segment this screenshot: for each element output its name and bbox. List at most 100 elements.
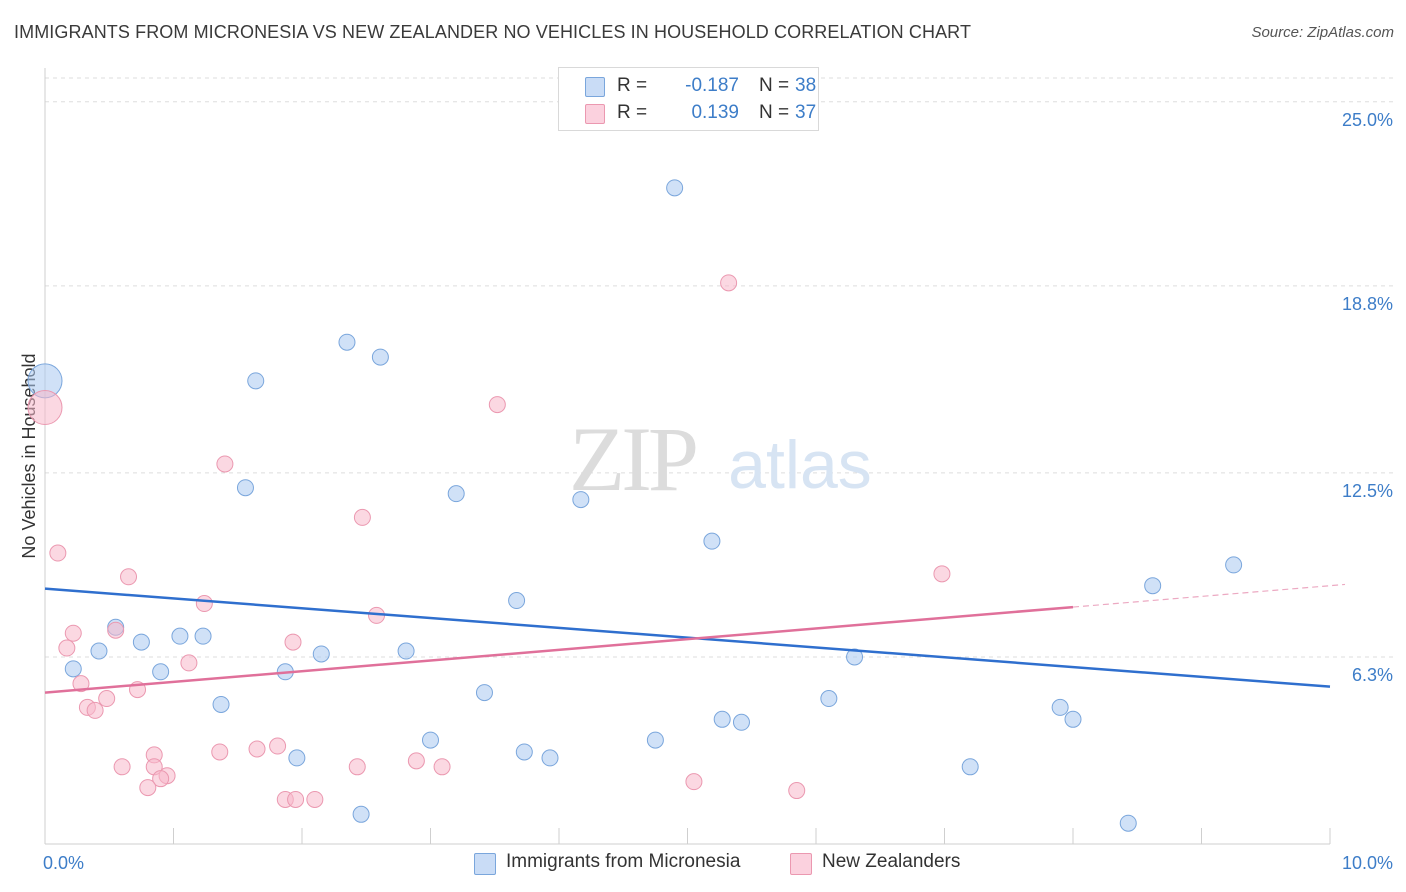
r-label: R = [617,75,648,96]
data-point [64,624,82,642]
axes [44,68,1331,845]
data-point [247,372,265,390]
data-point [933,565,951,583]
x-tick-label: 10.0% [1342,853,1393,873]
r-label: R = [617,102,648,123]
data-point [269,737,287,755]
n-value: 38 [795,75,817,96]
data-point [422,731,439,749]
data-point [288,749,306,767]
watermark: ZIP atlas [569,408,872,510]
data-point [180,654,198,672]
data-point [248,740,266,758]
data-point [27,390,63,426]
gridlines [45,77,1395,658]
data-point [352,805,370,823]
data-point [98,690,116,708]
data-point [371,348,389,366]
data-point [211,743,229,761]
data-point [216,455,234,473]
data-point [152,770,170,788]
data-point [508,592,526,610]
data-point [312,645,330,663]
y-tick-label: 25.0% [1342,110,1393,130]
y-tick-labels: 6.3% 12.5% 18.8% 25.0% [1342,110,1393,685]
swatch-micronesia [585,77,605,97]
data-point [515,743,533,761]
data-point [306,790,324,808]
data-points [27,179,1243,832]
data-point [132,633,150,651]
data-point [152,663,170,681]
data-point [353,508,371,526]
data-point [1225,556,1243,574]
legend-swatch-micronesia [474,853,496,875]
data-point [720,274,738,292]
data-point [1119,814,1137,832]
data-point [338,333,356,351]
data-point [447,485,465,503]
data-point [685,773,703,791]
stats-legend: R = -0.187 N = 38 R = 0.139 N = 37 [558,67,819,131]
data-point [49,544,67,562]
legend-label-newzealanders: New Zealanders [822,851,961,872]
data-point [72,675,90,693]
legend-label-micronesia: Immigrants from Micronesia [506,851,741,872]
data-point [732,713,750,731]
data-point [195,595,213,613]
data-point [1144,577,1162,595]
data-point [820,690,838,708]
series-newzealanders [27,274,951,808]
r-value: 0.139 [691,102,739,123]
data-point [846,648,864,666]
data-point [120,568,138,586]
source-label: Source: ZipAtlas.com [1251,24,1394,41]
data-point [433,758,451,776]
data-point [666,179,684,197]
data-point [139,779,157,797]
data-point [171,627,189,645]
y-tick-label: 18.8% [1342,294,1393,314]
data-point [1064,710,1082,728]
n-label: N = [759,102,790,123]
legend-swatch-newzealanders [790,853,812,875]
swatch-newzealanders [585,104,605,124]
data-point [475,684,493,702]
data-point [646,731,664,749]
chart-title: IMMIGRANTS FROM MICRONESIA VS NEW ZEALAN… [14,22,972,42]
data-point [236,479,254,497]
data-point [58,639,76,657]
trend-line [44,605,1074,694]
data-point [788,782,806,800]
series-micronesia [27,179,1243,832]
data-point [287,790,305,808]
data-point [488,396,506,414]
data-point [961,758,979,776]
data-point [713,710,731,728]
trend-line [44,587,1331,688]
trend-line-extension [1072,583,1346,608]
n-label: N = [759,75,790,96]
data-point [572,491,590,509]
x-tick-label: 0.0% [43,853,84,873]
watermark-zip: ZIP [569,408,696,510]
data-point [212,695,230,713]
data-point [397,642,415,660]
data-point [107,621,125,639]
data-point [407,752,425,770]
data-point [113,758,131,776]
data-point [348,758,366,776]
data-point [90,642,108,660]
y-tick-label: 6.3% [1352,665,1393,685]
y-tick-label: 12.5% [1342,481,1393,501]
data-point [86,701,104,719]
data-point [541,749,559,767]
data-point [703,532,721,550]
trend-lines [44,583,1346,694]
data-point [284,633,302,651]
data-point [194,627,212,645]
data-point [1051,698,1069,716]
n-value: 37 [795,102,817,123]
data-point [64,660,82,678]
